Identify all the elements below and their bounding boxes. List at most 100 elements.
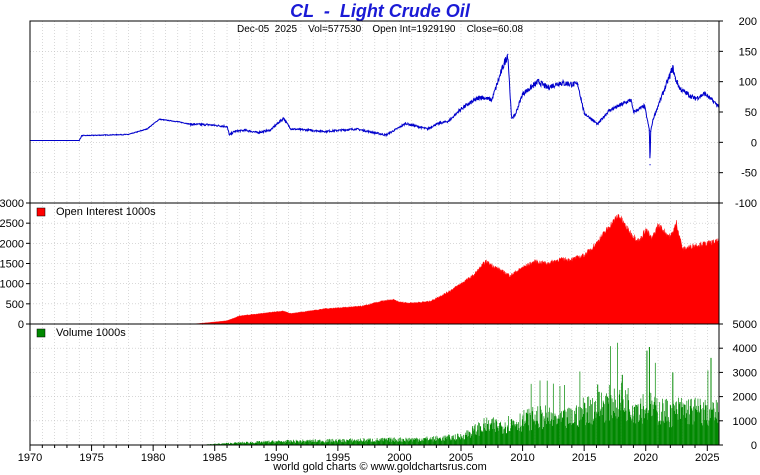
open-interest-point [485, 260, 487, 262]
price-point [507, 53, 509, 55]
price-point [324, 130, 327, 133]
price-point [704, 93, 706, 95]
price-point [448, 120, 450, 122]
price-panel [29, 53, 720, 166]
open-interest-point [559, 258, 561, 260]
price-point [672, 67, 674, 69]
price-point [177, 121, 179, 123]
open-interest-point [429, 300, 431, 302]
price-point [630, 99, 632, 101]
price-point [510, 117, 513, 119]
open-interest-point [472, 275, 474, 277]
open-interest-point [380, 300, 382, 302]
price-point [514, 114, 516, 116]
price-point [558, 82, 561, 84]
open-interest-point [676, 222, 678, 224]
price-point [460, 108, 462, 110]
price-point [643, 105, 646, 107]
price-point [650, 130, 652, 133]
price-point [244, 129, 247, 131]
price-point [285, 121, 287, 123]
price-point [146, 128, 148, 130]
price-point [503, 62, 505, 65]
open-interest-point [522, 267, 524, 269]
y-tick-label: 2000 [0, 238, 24, 250]
price-point [300, 128, 302, 131]
open-interest-point [238, 315, 240, 317]
y-tick-label: 5000 [733, 319, 757, 331]
y-tick-label: -100 [735, 198, 757, 210]
open-interest-point [361, 305, 363, 307]
x-tick-label: 1995 [326, 452, 350, 464]
open-interest-point [631, 234, 633, 236]
price-point [648, 129, 651, 131]
x-tick-label: 2005 [449, 452, 473, 464]
price-point [417, 125, 419, 128]
y-tick-label: 1000 [733, 416, 757, 428]
y-tick-label: 150 [739, 46, 757, 58]
open-interest-point [618, 214, 620, 216]
open-interest-point [281, 310, 283, 312]
price-point [679, 88, 681, 90]
open-interest-area [192, 213, 720, 325]
open-interest-point [571, 258, 573, 260]
x-tick-label: 2010 [510, 452, 534, 464]
price-point [283, 117, 285, 119]
open-interest-point [669, 236, 671, 238]
y-tick-label: -50 [741, 168, 757, 180]
gridlines [30, 21, 719, 445]
price-point [385, 134, 387, 136]
price-point [257, 132, 259, 134]
open-interest-point [595, 242, 597, 244]
volume-legend-label: Volume 1000s [56, 327, 126, 339]
price-point [158, 118, 160, 120]
x-tick-label: 2025 [695, 452, 719, 464]
price-point [657, 105, 659, 107]
x-tick-label: 1985 [202, 452, 226, 464]
price-point [189, 123, 191, 125]
open-interest-point [398, 301, 400, 303]
open-interest-point [651, 238, 653, 240]
volume-panel: Volume 1000s [36, 327, 719, 445]
y-tick-label: 0 [751, 137, 757, 149]
price-point [290, 128, 292, 130]
open-interest-point [645, 228, 647, 230]
price-point [269, 129, 271, 131]
open-interest-legend-swatch [36, 207, 46, 217]
price-point [491, 99, 493, 101]
y-tick-label: 2500 [0, 218, 24, 230]
price-point [404, 122, 407, 125]
open-interest-point [201, 322, 203, 324]
price-point [597, 123, 599, 125]
y-tick-label: 0 [751, 440, 757, 452]
open-interest-point [608, 226, 610, 228]
y-tick-label: 0 [18, 319, 24, 331]
price-line [30, 54, 720, 159]
price-point [577, 84, 579, 86]
price-point [521, 93, 524, 95]
price-point [207, 124, 210, 126]
price-point [688, 94, 690, 96]
x-tick-label: 1970 [18, 452, 42, 464]
price-point [81, 135, 83, 137]
open-interest-point [325, 308, 327, 310]
price-point [233, 130, 236, 133]
open-interest-point [534, 260, 536, 262]
open-interest-point [226, 320, 228, 322]
y-tick-label: 100 [739, 77, 757, 89]
price-point [480, 96, 482, 98]
price-point [228, 134, 231, 136]
price-point [652, 118, 654, 120]
open-interest-point [694, 244, 696, 246]
chart-subtitle: Dec-05 2025 Vol=577530 Open Int=1929190 … [236, 24, 524, 35]
price-point [226, 125, 228, 128]
price-point [435, 123, 437, 125]
price-point [694, 98, 696, 100]
price-point [472, 100, 474, 102]
price-point [393, 129, 396, 131]
open-interest-point [657, 224, 659, 226]
open-interest-point [411, 302, 413, 304]
open-interest-point [682, 248, 684, 250]
x-tick-label: 2020 [633, 452, 657, 464]
